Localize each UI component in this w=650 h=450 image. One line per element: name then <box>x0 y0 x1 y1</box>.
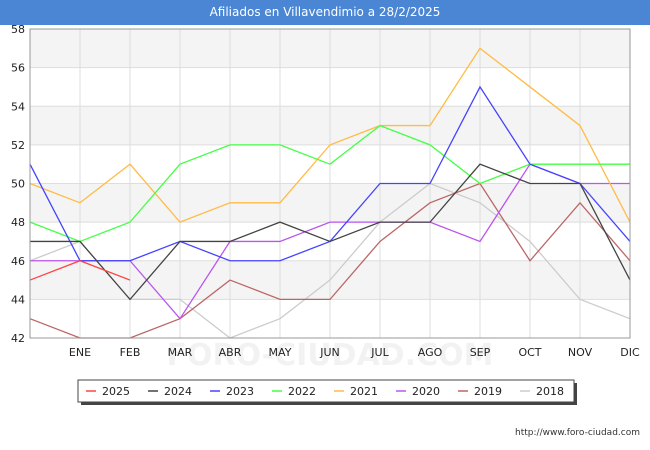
x-tick-label: AGO <box>418 346 443 359</box>
y-tick-label: 50 <box>11 178 25 191</box>
x-tick-label: FEB <box>120 346 141 359</box>
x-tick-label: NOV <box>568 346 593 359</box>
x-tick-label: ENE <box>69 346 91 359</box>
x-tick-label: JUL <box>370 346 389 359</box>
y-tick-label: 42 <box>11 332 25 345</box>
legend-label-2021: 2021 <box>350 385 378 398</box>
y-tick-label: 46 <box>11 255 25 268</box>
plot-border <box>29 28 631 339</box>
x-tick-label: SEP <box>470 346 491 359</box>
x-axis-ticks: ENE FEB MAR ABR MAY JUN JUL AGO SEP OCT NOV DIC <box>69 346 640 359</box>
y-tick-label: 52 <box>11 139 25 152</box>
x-tick-label: MAR <box>168 346 193 359</box>
y-tick-label: 44 <box>11 293 25 306</box>
chart-title: Afiliados en Villavendimio a 28/2/2025 <box>0 0 650 25</box>
y-tick-label: 54 <box>11 100 25 113</box>
legend-label-2023: 2023 <box>226 385 254 398</box>
x-tick-label: JUN <box>319 346 340 359</box>
series-line-2021 <box>29 47 631 223</box>
x-tick-label: ABR <box>219 346 242 359</box>
series-line-2024 <box>30 163 631 301</box>
x-tick-label: DIC <box>620 346 640 359</box>
legend-label-2020: 2020 <box>412 385 440 398</box>
y-axis-ticks: 42 44 46 48 50 52 54 56 58 <box>11 23 25 345</box>
x-tick-label: MAY <box>269 346 292 359</box>
legend-label-2019: 2019 <box>474 385 502 398</box>
y-tick-label: 56 <box>11 62 25 75</box>
legend-label-2025: 2025 <box>102 385 130 398</box>
legend-box <box>77 379 575 403</box>
source-link[interactable]: http://www.foro-ciudad.com <box>515 428 640 438</box>
legend: 2025 2024 2023 2022 2021 2020 2019 2018 <box>77 379 577 405</box>
y-tick-label: 48 <box>11 216 25 229</box>
series-line-2025 <box>29 260 131 281</box>
watermark: FORO-CIUDAD.COM <box>167 338 494 373</box>
y-tick-label: 58 <box>11 23 25 36</box>
legend-label-2022: 2022 <box>288 385 316 398</box>
legend-label-2018: 2018 <box>536 385 564 398</box>
legend-label-2024: 2024 <box>164 385 192 398</box>
x-tick-label: OCT <box>518 346 541 359</box>
